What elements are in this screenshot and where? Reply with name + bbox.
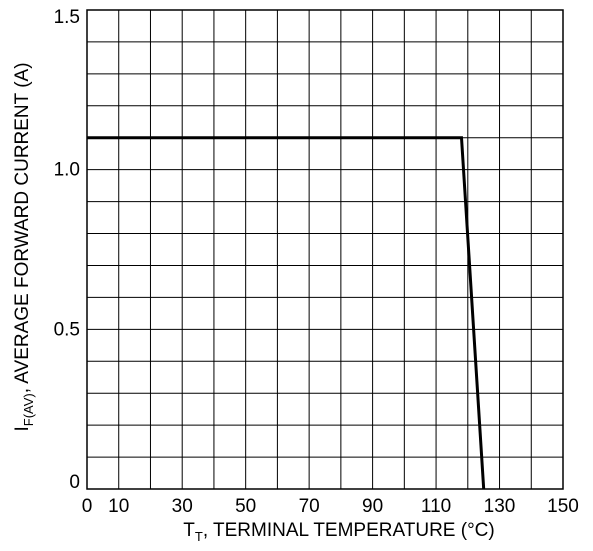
x-tick-label: 90 [362, 496, 383, 517]
x-tick-label: 130 [484, 496, 516, 517]
y-tick-label: 0 [69, 472, 80, 493]
x-tick-label: 0 [82, 496, 93, 517]
x-axis-title-subscript: T [195, 529, 203, 544]
plot-frame [86, 9, 564, 490]
x-axis-title-main: T [183, 520, 195, 541]
x-axis-title: TT, TERMINAL TEMPERATURE (°C) [183, 520, 494, 544]
x-tick-label: 70 [299, 496, 320, 517]
y-axis-title-rest: , AVERAGE FORWARD CURRENT (A) [12, 62, 33, 393]
y-axis-title-subscript: F(AV) [21, 393, 36, 426]
y-tick-label: 1.0 [54, 160, 80, 181]
x-tick-label: 30 [172, 496, 193, 517]
x-tick-labels: 0 10 30 50 70 90 110 130 150 [82, 496, 579, 517]
x-tick-label: 50 [235, 496, 256, 517]
x-tick-label: 10 [108, 496, 129, 517]
y-tick-labels: 0 0.5 1.0 1.5 [54, 7, 80, 493]
y-axis-title-main: I [12, 426, 33, 431]
x-tick-label: 150 [547, 496, 579, 517]
series-line-0 [87, 136, 486, 490]
series-layer [87, 136, 486, 490]
x-tick-label: 110 [421, 496, 451, 517]
grid [87, 10, 563, 489]
y-axis-title: IF(AV), AVERAGE FORWARD CURRENT (A) [12, 62, 36, 431]
x-axis-title-rest: , TERMINAL TEMPERATURE (°C) [203, 520, 495, 541]
y-tick-label: 0.5 [54, 319, 80, 340]
y-tick-label: 1.5 [54, 7, 80, 28]
